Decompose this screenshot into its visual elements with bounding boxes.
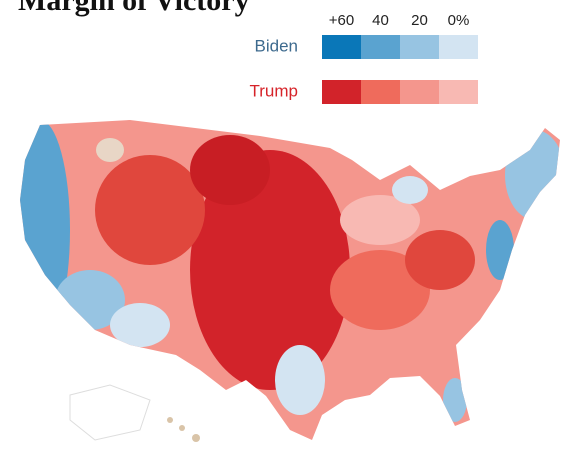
legend-swatch bbox=[439, 80, 478, 104]
hawaii-island bbox=[167, 417, 173, 423]
legend-swatch bbox=[439, 35, 478, 59]
map-region bbox=[190, 135, 270, 205]
hawaii-island bbox=[179, 425, 185, 431]
map-region bbox=[95, 155, 205, 265]
legend-label: Trump bbox=[250, 81, 299, 100]
legend-tick: 0% bbox=[448, 12, 470, 29]
page: {"title": "Margin of Victory", "legend":… bbox=[0, 0, 579, 468]
legend-label: Biden bbox=[255, 36, 298, 55]
legend-tick: +60 bbox=[329, 12, 354, 29]
legend: +60 40 20 0% Biden Trump bbox=[250, 12, 479, 104]
legend-swatch bbox=[361, 80, 400, 104]
us-map bbox=[0, 110, 579, 450]
legend-swatch bbox=[400, 80, 439, 104]
map-region bbox=[10, 120, 70, 340]
alaska-outline bbox=[70, 385, 150, 440]
legend-tick: 20 bbox=[411, 12, 428, 29]
map-title: Margin of Victory bbox=[18, 0, 250, 17]
legend-swatch bbox=[400, 35, 439, 59]
legend-swatch bbox=[361, 35, 400, 59]
map-region bbox=[275, 345, 325, 415]
map-figure: Margin of Victory +60 40 20 0% Biden Trump bbox=[0, 0, 579, 468]
map-region bbox=[392, 176, 428, 204]
map-region bbox=[96, 138, 124, 162]
map-region bbox=[505, 130, 565, 220]
legend-swatch bbox=[322, 80, 361, 104]
map-region bbox=[405, 230, 475, 290]
legend-tick: 40 bbox=[372, 12, 389, 29]
legend-swatch bbox=[322, 35, 361, 59]
hawaii-island bbox=[192, 434, 200, 442]
map-region bbox=[486, 220, 514, 280]
map-region bbox=[110, 303, 170, 347]
map-region bbox=[443, 378, 467, 422]
